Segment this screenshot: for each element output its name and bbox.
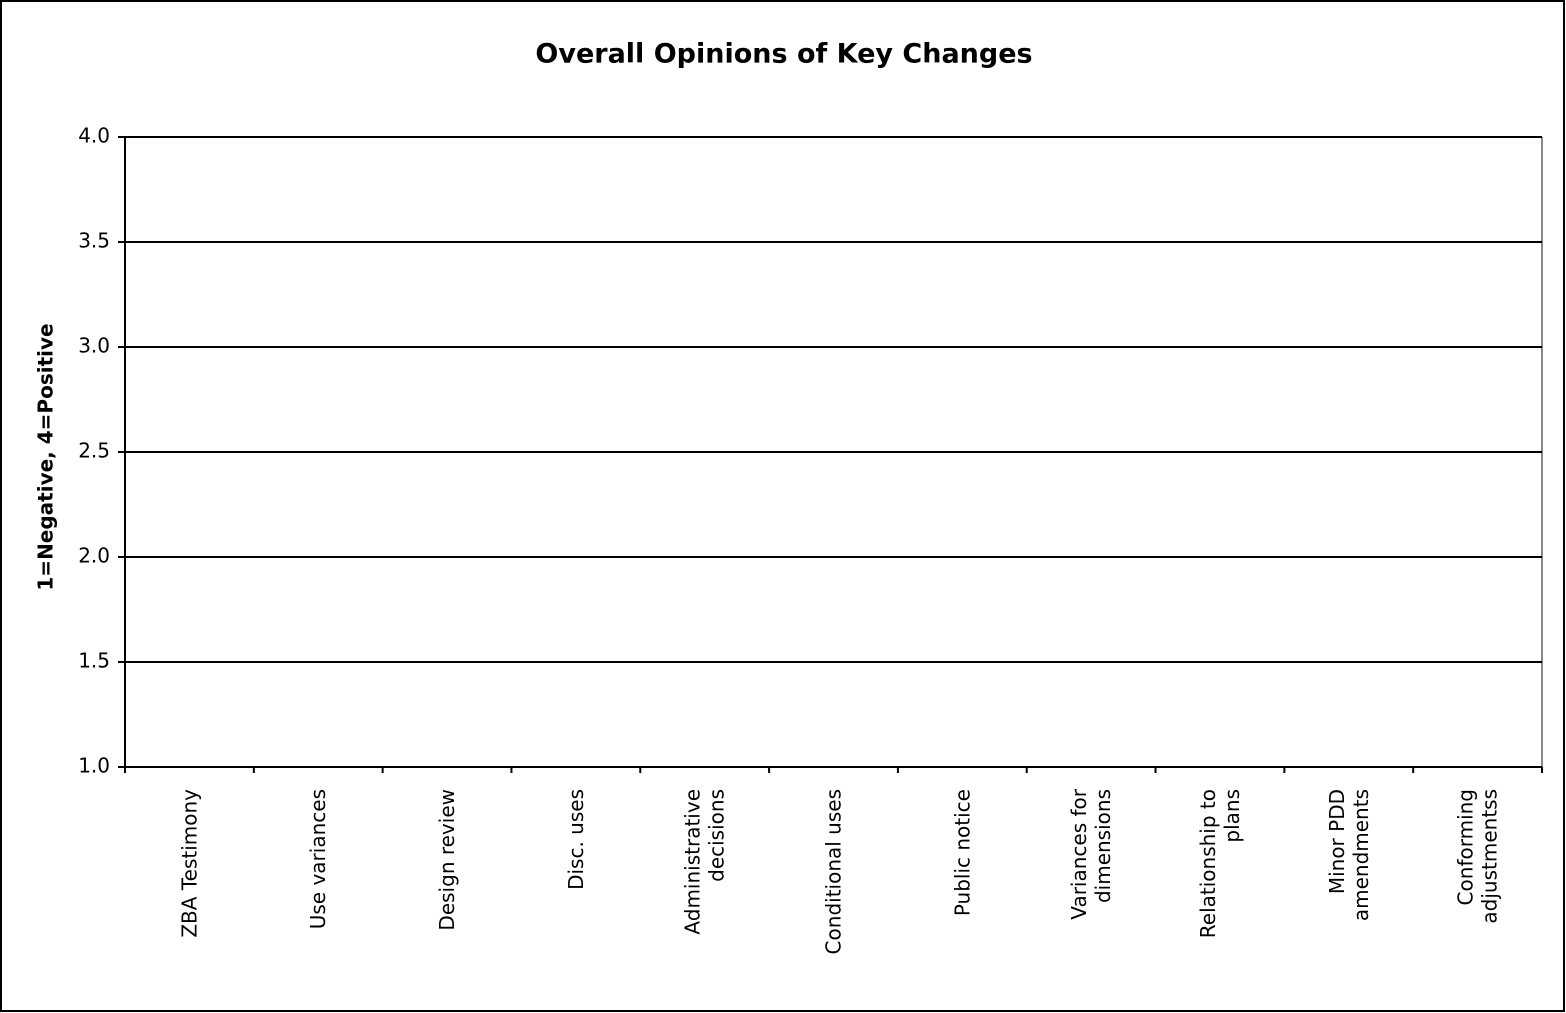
x-tick-label: Conditional uses xyxy=(822,789,846,954)
y-tick-label: 3.5 xyxy=(78,229,110,253)
y-tick-label: 3.0 xyxy=(78,334,110,358)
x-tick-label: Disc. uses xyxy=(564,789,588,890)
x-tick-label: Relationship toplans xyxy=(1196,789,1244,938)
y-tick-label: 2.5 xyxy=(78,439,110,463)
y-tick-label: 1.0 xyxy=(78,754,110,778)
x-tick-label: ZBA Testimony xyxy=(177,789,201,938)
x-tick-label: Conformingadjustmentss xyxy=(1454,789,1502,924)
y-tick-label: 4.0 xyxy=(78,124,110,148)
y-tick-label: 1.5 xyxy=(78,649,110,673)
chart-title: Overall Opinions of Key Changes xyxy=(535,39,1032,70)
x-tick-label: Administrativedecisions xyxy=(681,789,729,935)
y-axis-label: 1=Negative, 4=Positive xyxy=(34,323,58,590)
x-tick-label: Public notice xyxy=(950,789,974,916)
y-tick-label: 2.0 xyxy=(78,544,110,568)
x-tick-label: Use variances xyxy=(306,789,330,929)
x-tick-label: Variances fordimensions xyxy=(1067,788,1115,919)
x-tick-label: Design review xyxy=(435,789,459,931)
x-tick-label: Minor PDDamendments xyxy=(1325,789,1373,921)
